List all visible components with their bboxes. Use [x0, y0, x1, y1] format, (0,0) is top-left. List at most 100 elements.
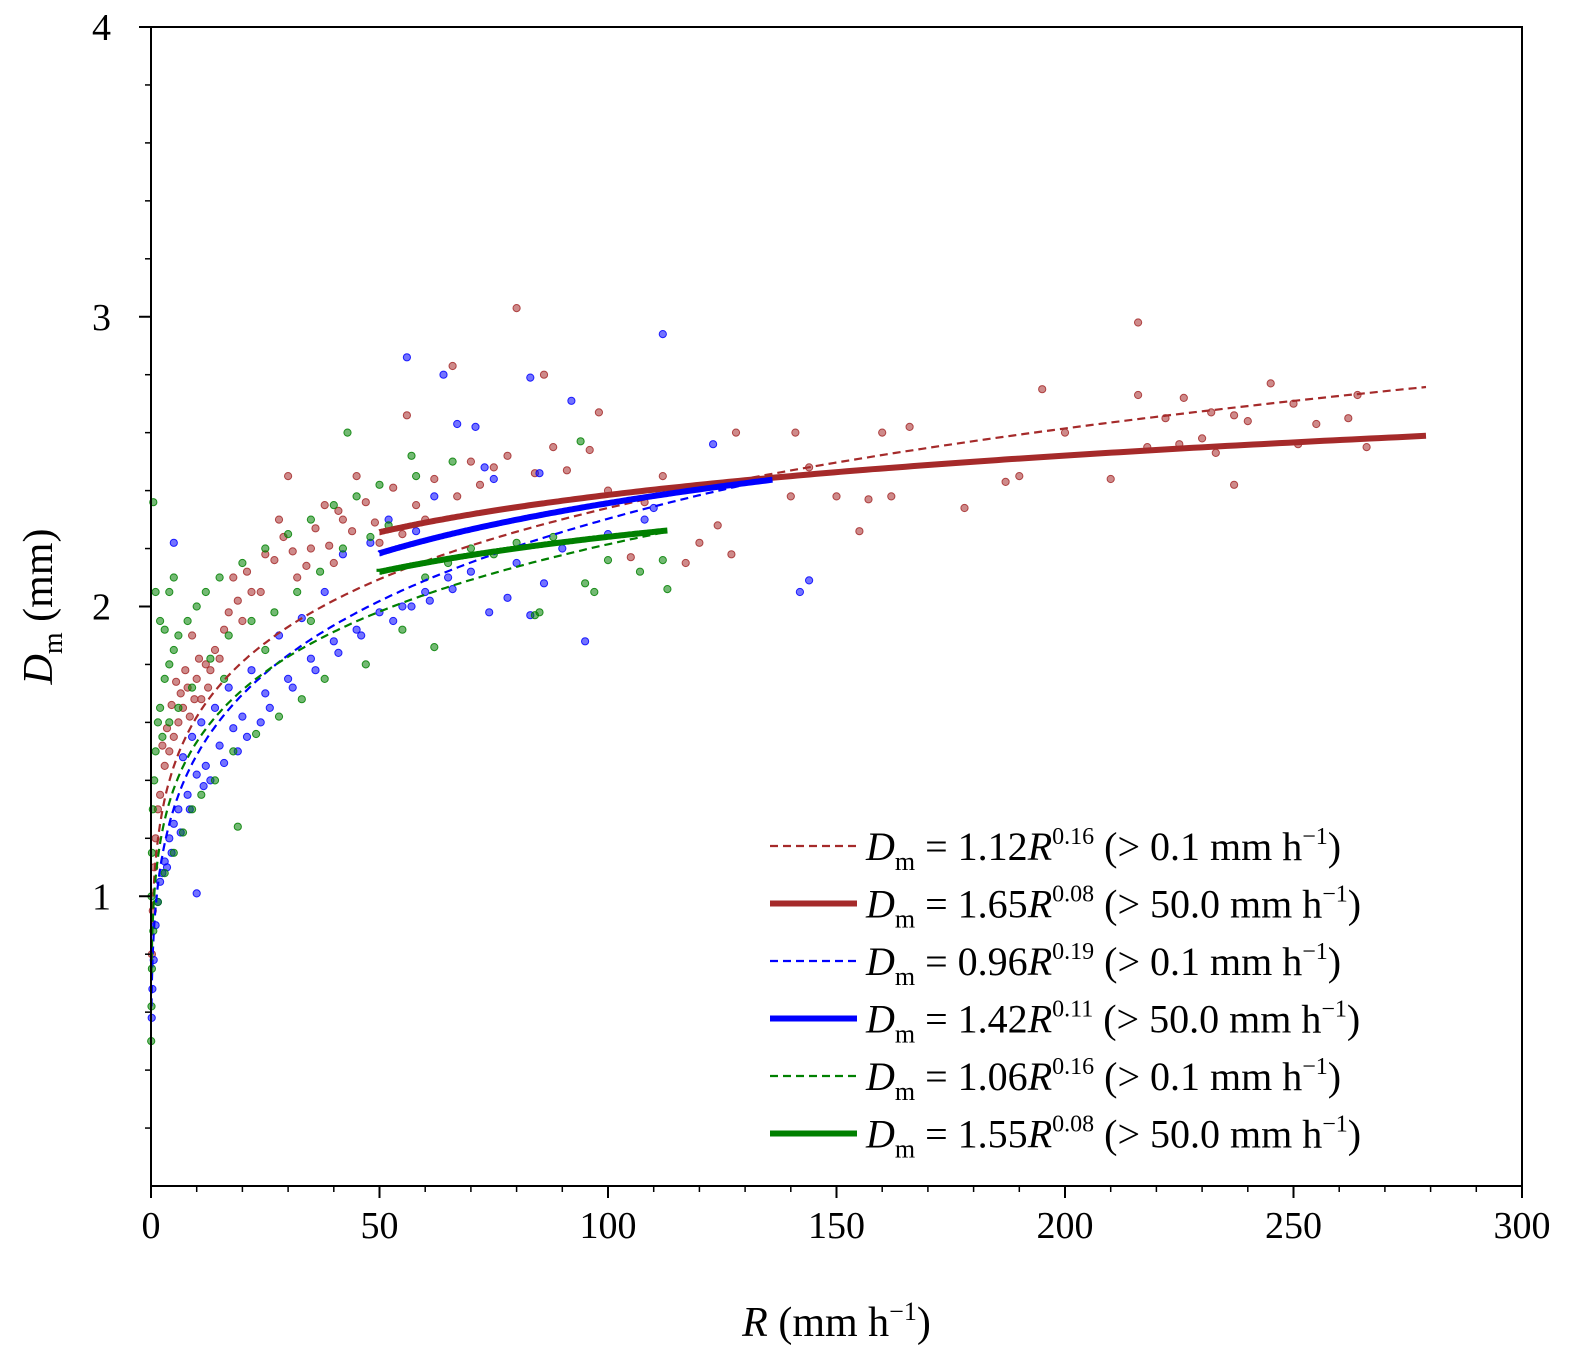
scatter-point [1211, 448, 1220, 457]
scatter-point [158, 732, 167, 742]
scatter-point [658, 556, 667, 565]
scatter-point [361, 498, 370, 507]
scatter-point [169, 732, 178, 742]
scatter-point [229, 573, 238, 582]
scatter-point [425, 596, 434, 605]
scatter-point [398, 602, 407, 611]
scatter-point [727, 550, 736, 559]
scatter-point [320, 674, 329, 684]
scatter-point [210, 645, 220, 655]
scatter-point [1001, 477, 1010, 486]
scatter-point [320, 501, 329, 510]
x-tick-label: 150 [808, 1205, 865, 1247]
scatter-point [172, 677, 181, 686]
scatter-point [201, 761, 210, 771]
scatter-point [1344, 414, 1353, 423]
scatter-point [265, 703, 274, 713]
scatter-point [215, 741, 224, 750]
scatter-point [832, 492, 841, 501]
scatter-point [270, 608, 279, 617]
scatter-point [192, 602, 201, 611]
scatter-point [352, 492, 361, 501]
scatter-point [791, 428, 800, 437]
scatter-point [206, 654, 215, 663]
legend: Dm = 1.12R0.16 (> 0.1 mm h−1) Dm = 1.65R0… [770, 824, 1361, 1164]
scatter-point [444, 573, 453, 582]
scatter-point [352, 625, 361, 634]
scatter-point [1038, 385, 1047, 394]
scatter-point [329, 501, 338, 510]
scatter-point [681, 558, 690, 568]
scatter-point [535, 608, 544, 617]
scatter-point [153, 718, 162, 727]
scatter-point [731, 428, 741, 437]
scatter-point [160, 625, 169, 634]
scatter-point [188, 683, 197, 692]
scatter-point [192, 770, 201, 779]
scatter-point [1243, 417, 1252, 426]
scatter-point [361, 660, 370, 669]
scatter-point [215, 654, 224, 663]
legend-label: Dm = 1.42R0.11 (> 50.0 mm h−1) [865, 997, 1360, 1049]
legend-label: Dm = 0.96R0.19 (> 0.1 mm h−1) [865, 939, 1341, 991]
scatter-point [439, 370, 448, 379]
scatter-point [357, 631, 366, 640]
scatter-point [786, 492, 795, 501]
scatter-point [242, 567, 252, 576]
scatter-point [795, 587, 805, 597]
legend-label: Dm = 1.12R0.16 (> 0.1 mm h−1) [865, 824, 1341, 876]
scatter-point [503, 593, 512, 602]
scatter-point [430, 474, 439, 484]
scatter-point [805, 576, 814, 585]
scatter-point [306, 544, 315, 553]
scatter-point [338, 515, 347, 524]
scatter-point [311, 524, 320, 533]
scatter-point [878, 428, 887, 437]
scatter-point [192, 674, 201, 684]
scatter-point [156, 616, 165, 626]
y-tick-label: 2 [92, 587, 111, 629]
scatter-point [238, 616, 247, 626]
scatter-point [284, 674, 293, 684]
x-axis-unit: (mm h [768, 1300, 889, 1346]
scatter-point [412, 501, 421, 510]
scatter-point [188, 805, 197, 814]
scatter-point [169, 819, 178, 828]
scatter-point [247, 666, 256, 675]
scatter-point [855, 527, 864, 536]
scatter-point [169, 573, 178, 582]
scatter-point [197, 790, 206, 799]
scatter-point [526, 373, 535, 382]
scatter-point [201, 587, 210, 597]
scatter-point [475, 480, 485, 489]
scatter-series [147, 428, 672, 1046]
scatter-point [256, 718, 265, 727]
legend-label: Dm = 1.06R0.16 (> 0.1 mm h−1) [865, 1054, 1341, 1106]
scatter-point [1060, 428, 1070, 437]
y-tick-label: 3 [92, 297, 111, 339]
scatter-point [453, 419, 462, 429]
scatter-point [229, 747, 238, 756]
scatter-point [334, 648, 343, 658]
y-axis-subscript: m [38, 632, 69, 654]
scatter-point [188, 732, 197, 742]
scatter-point [181, 666, 190, 675]
legend-label: Dm = 1.65R0.08 (> 50.0 mm h−1) [865, 882, 1361, 934]
scatter-point [489, 463, 498, 472]
scatter-point [539, 579, 549, 588]
scatter-point [402, 353, 411, 362]
scatter-point [713, 521, 722, 530]
scatter-point [176, 689, 185, 698]
scatter-point [306, 654, 315, 663]
scatter-point [960, 503, 969, 513]
scatter-point [407, 602, 416, 611]
scatter-point [562, 466, 572, 475]
scatter-point [549, 443, 558, 452]
scatter-layer [147, 304, 1371, 1046]
scatter-point [412, 472, 421, 481]
scatter-point [325, 541, 334, 550]
scatter-point [288, 683, 297, 692]
scatter-point [626, 553, 635, 562]
fit-line [150, 385, 1427, 962]
